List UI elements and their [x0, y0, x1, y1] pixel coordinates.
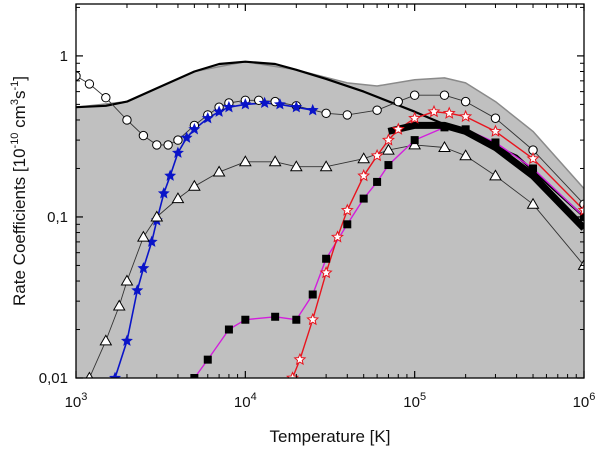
data-point-open-circles — [372, 105, 382, 115]
data-point-magenta-squares — [241, 315, 250, 324]
data-point-open-circles — [460, 96, 471, 107]
data-point-open-triangles — [137, 230, 150, 242]
data-point-blue-stars — [258, 96, 271, 109]
data-point-blue-stars — [273, 98, 286, 110]
data-point-blue-stars — [222, 100, 235, 113]
data-point-magenta-squares — [529, 164, 538, 173]
data-point-red-open-stars — [459, 109, 473, 123]
data-point-blue-stars — [137, 262, 150, 274]
data-point-red-open-stars — [526, 151, 540, 165]
data-point-open-triangles — [459, 149, 473, 161]
data-point-open-triangles — [120, 274, 134, 286]
data-point-open-triangles — [319, 160, 333, 172]
x-tick-label: 106 — [573, 391, 596, 411]
data-point-magenta-squares — [271, 312, 280, 321]
data-point-blue-stars — [239, 98, 252, 110]
x-axis-title: Temperature [K] — [270, 427, 391, 446]
data-point-open-circles — [393, 96, 403, 107]
data-point-red-open-stars — [577, 203, 584, 216]
data-point-open-triangles — [438, 140, 451, 152]
data-point-red-open-stars — [330, 230, 344, 243]
data-point-open-circles — [122, 115, 132, 125]
data-point-open-circles — [490, 113, 501, 123]
data-point-blue-stars — [290, 100, 303, 113]
data-point-open-circles — [152, 140, 162, 150]
data-point-open-triangles — [382, 143, 395, 155]
data-point-open-triangles — [268, 155, 282, 167]
data-point-blue-stars — [120, 334, 133, 346]
data-point-open-circles — [439, 90, 450, 100]
data-point-open-triangles — [212, 165, 226, 177]
data-point-blue-stars — [201, 112, 214, 124]
data-point-magenta-squares — [359, 194, 368, 203]
data-point-open-circles — [321, 108, 331, 119]
data-point-magenta-squares — [308, 290, 317, 299]
data-point-magenta-squares — [491, 138, 500, 147]
data-point-red-open-stars — [488, 124, 502, 137]
data-point-red-open-stars — [427, 104, 441, 118]
data-point-red-open-stars — [408, 111, 422, 124]
data-point-blue-stars — [131, 284, 144, 296]
data-point-open-triangles — [150, 210, 164, 222]
y-tick-label: 0,1 — [47, 209, 68, 226]
data-point-open-circles — [342, 110, 352, 120]
data-point-blue-stars — [109, 371, 122, 378]
data-point-open-circles — [163, 140, 173, 150]
data-point-open-circles — [173, 135, 183, 145]
data-point-blue-stars — [157, 187, 170, 199]
data-point-open-triangles — [171, 192, 185, 204]
data-point-blue-stars — [164, 169, 177, 181]
data-point-red-open-stars — [357, 168, 371, 182]
data-point-open-triangles — [238, 155, 252, 167]
data-point-open-circles — [138, 130, 149, 141]
shaded-region — [76, 61, 584, 378]
data-point-open-triangles — [577, 258, 584, 270]
plot-frame — [75, 3, 585, 379]
data-point-red-open-stars — [293, 352, 307, 366]
data-point-open-triangles — [85, 371, 94, 378]
data-point-magenta-squares — [322, 254, 331, 263]
data-point-open-circles — [101, 93, 111, 103]
data-point-open-triangles — [187, 179, 201, 191]
y-tick-label: 1 — [60, 48, 68, 65]
data-point-open-triangles — [489, 169, 502, 181]
data-point-magenta-squares — [384, 161, 393, 170]
data-point-blue-stars — [180, 131, 193, 143]
data-point-magenta-squares — [224, 325, 233, 334]
data-point-blue-stars — [213, 105, 226, 117]
x-tick-label: 103 — [65, 391, 88, 411]
data-point-open-circles — [409, 90, 420, 100]
data-point-open-circles — [84, 79, 95, 89]
data-point-open-triangles — [99, 334, 113, 346]
data-point-red-open-stars — [340, 203, 354, 216]
data-point-open-triangles — [408, 138, 422, 150]
data-point-red-open-stars — [306, 312, 320, 326]
data-point-red-open-stars — [391, 122, 405, 135]
y-tick-label: 0,01 — [39, 370, 68, 387]
data-point-blue-stars — [306, 103, 319, 116]
y-axis-title: Rate Coefficients [10-10 cm3s-1] — [9, 76, 29, 306]
data-point-red-open-stars — [381, 133, 395, 146]
data-point-open-triangles — [526, 197, 540, 209]
data-point-magenta-squares — [440, 123, 449, 132]
data-point-magenta-squares — [292, 315, 301, 324]
data-point-red-open-stars — [370, 148, 384, 162]
data-point-blue-stars — [171, 146, 184, 158]
data-point-magenta-squares — [461, 125, 470, 134]
data-point-magenta-squares — [203, 355, 212, 364]
data-point-red-open-stars — [319, 265, 333, 279]
data-point-blue-stars — [188, 123, 201, 135]
data-point-magenta-squares — [343, 220, 352, 229]
data-point-red-open-stars — [442, 106, 456, 119]
data-point-magenta-squares — [373, 177, 382, 186]
x-tick-label: 104 — [234, 391, 257, 411]
data-point-open-triangles — [289, 160, 303, 172]
x-tick-label: 105 — [403, 391, 426, 411]
data-point-magenta-squares — [410, 136, 419, 145]
data-point-open-triangles — [357, 152, 371, 164]
data-point-open-triangles — [112, 299, 126, 311]
